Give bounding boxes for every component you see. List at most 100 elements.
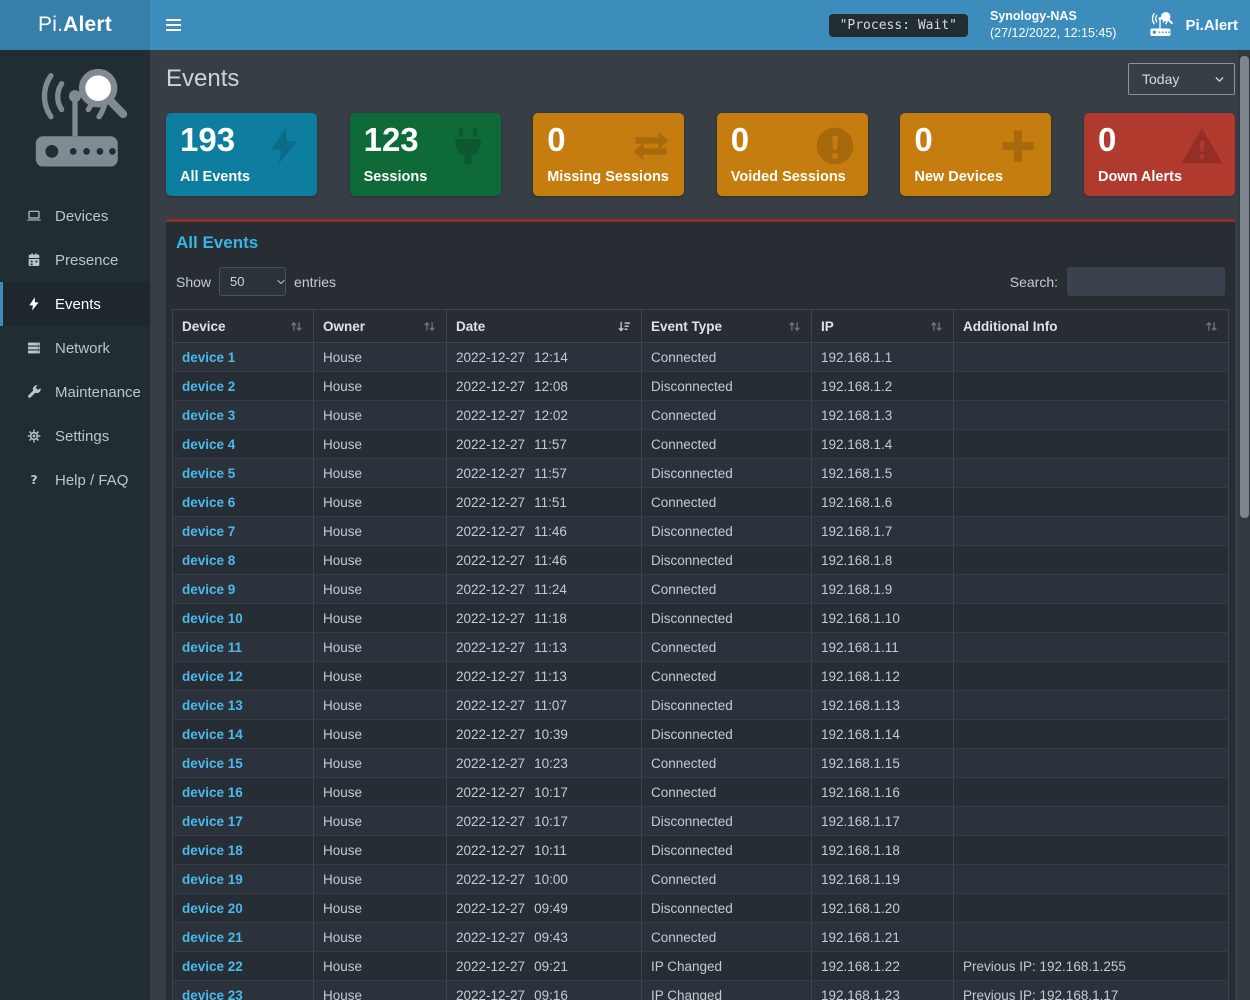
- event-type-cell: IP Changed: [642, 981, 812, 1000]
- sidebar-item-help-faq[interactable]: Help / FAQ: [0, 458, 150, 502]
- stat-cards-row: 193 All Events 123 Sessions 0 Missing Se…: [166, 113, 1235, 196]
- date-cell: 2022-12-27 12:08: [447, 372, 642, 400]
- bolt-icon: [262, 124, 306, 168]
- event-type-cell: Connected: [642, 865, 812, 893]
- search-label: Search:: [1009, 273, 1058, 290]
- event-type-cell: Connected: [642, 430, 812, 458]
- device-link[interactable]: device 5: [182, 465, 236, 481]
- plus-icon: [996, 124, 1040, 168]
- sort-icon[interactable]: [1204, 319, 1219, 334]
- stat-card-new-devices[interactable]: 0 New Devices: [900, 113, 1052, 196]
- device-link[interactable]: device 3: [182, 407, 236, 423]
- sidebar-item-events[interactable]: Events: [0, 282, 150, 326]
- device-link[interactable]: device 17: [182, 813, 243, 829]
- device-link[interactable]: device 19: [182, 871, 243, 887]
- device-link[interactable]: device 14: [182, 726, 243, 742]
- additional-info-cell: [954, 459, 1228, 487]
- device-link[interactable]: device 16: [182, 784, 243, 800]
- sidebar-item-devices[interactable]: Devices: [0, 194, 150, 238]
- device-link[interactable]: device 11: [182, 639, 243, 655]
- ip-cell: 192.168.1.8: [812, 546, 954, 574]
- date-cell: 2022-12-27 10:00: [447, 865, 642, 893]
- owner-cell: House: [314, 546, 447, 574]
- sort-icon[interactable]: [929, 319, 944, 334]
- device-link[interactable]: device 23: [182, 987, 243, 1000]
- owner-cell: House: [314, 836, 447, 864]
- table-row: device 10 House 2022-12-27 11:18 Disconne…: [173, 604, 1228, 633]
- event-type-cell: Disconnected: [642, 546, 812, 574]
- additional-info-cell: [954, 836, 1228, 864]
- owner-cell: House: [314, 459, 447, 487]
- entries-label: entries: [294, 273, 337, 290]
- date-cell: 2022-12-27 10:17: [447, 778, 642, 806]
- column-header-date[interactable]: Date: [447, 310, 642, 343]
- device-link[interactable]: device 21: [182, 929, 243, 945]
- device-link[interactable]: device 4: [182, 436, 236, 452]
- app-logo[interactable]: Pi. Alert: [0, 0, 150, 50]
- search-input[interactable]: [1067, 267, 1225, 296]
- ip-cell: 192.168.1.2: [812, 372, 954, 400]
- additional-info-cell: Previous IP: 192.168.1.255: [963, 958, 1126, 974]
- date-cell: 2022-12-27 09:43: [447, 923, 642, 951]
- sidebar-item-maintenance[interactable]: Maintenance: [0, 370, 150, 414]
- additional-info-cell: [954, 430, 1228, 458]
- device-link[interactable]: device 15: [182, 755, 243, 771]
- device-link[interactable]: device 7: [182, 523, 236, 539]
- period-select[interactable]: Today: [1128, 63, 1235, 95]
- ip-cell: 192.168.1.21: [812, 923, 954, 951]
- device-link[interactable]: device 22: [182, 958, 243, 974]
- logo-suffix: Alert: [63, 13, 112, 36]
- stat-card-voided-sessions[interactable]: 0 Voided Sessions: [716, 113, 868, 196]
- sidebar-item-network[interactable]: Network: [0, 326, 150, 370]
- device-link[interactable]: device 18: [182, 842, 243, 858]
- device-link[interactable]: device 9: [182, 581, 236, 597]
- date-cell: 2022-12-27 11:57: [447, 459, 642, 487]
- event-type-cell: Disconnected: [642, 807, 812, 835]
- owner-cell: House: [314, 981, 447, 1000]
- device-link[interactable]: device 6: [182, 494, 236, 510]
- sidebar-toggle-button[interactable]: [150, 0, 196, 50]
- sort-icon[interactable]: [422, 319, 437, 334]
- date-cell: 2022-12-27 11:07: [447, 691, 642, 719]
- device-link[interactable]: device 2: [182, 378, 236, 394]
- sort-icon[interactable]: [289, 319, 304, 334]
- device-link[interactable]: device 8: [182, 552, 236, 568]
- page-length-select[interactable]: 50: [219, 267, 287, 296]
- table-row: device 4 House 2022-12-27 11:57 Connected…: [173, 430, 1228, 459]
- device-link[interactable]: device 20: [182, 900, 243, 916]
- column-header-device[interactable]: Device: [173, 310, 314, 343]
- owner-cell: House: [314, 749, 447, 777]
- sort-desc-icon[interactable]: [617, 319, 632, 334]
- sidebar-item-presence[interactable]: Presence: [0, 238, 150, 282]
- ip-cell: 192.168.1.3: [812, 401, 954, 429]
- sidebar-item-settings[interactable]: Settings: [0, 414, 150, 458]
- column-header-owner[interactable]: Owner: [314, 310, 447, 343]
- ip-cell: 192.168.1.6: [812, 488, 954, 516]
- column-header-ip[interactable]: IP: [812, 310, 954, 343]
- column-header-event-type[interactable]: Event Type: [642, 310, 812, 343]
- ip-cell: 192.168.1.14: [812, 720, 954, 748]
- date-cell: 2022-12-27 09:49: [447, 894, 642, 922]
- sort-icon[interactable]: [787, 319, 802, 334]
- stat-card-all-events[interactable]: 193 All Events: [166, 113, 317, 196]
- column-header-additional-info[interactable]: Additional Info: [954, 310, 1228, 343]
- stat-card-sessions[interactable]: 123 Sessions: [349, 113, 501, 196]
- table-row: device 21 House 2022-12-27 09:43 Connecte…: [173, 923, 1228, 952]
- owner-cell: House: [314, 720, 447, 748]
- stat-card-down-alerts[interactable]: 0 Down Alerts: [1083, 113, 1235, 196]
- device-link[interactable]: device 12: [182, 668, 243, 684]
- scrollbar-thumb[interactable]: [1240, 56, 1249, 518]
- device-link[interactable]: device 1: [182, 349, 236, 365]
- device-link[interactable]: device 10: [182, 610, 243, 626]
- stat-label: Missing Sessions: [547, 169, 669, 185]
- network-icon: [26, 340, 42, 356]
- stat-label: New Devices: [914, 169, 1004, 185]
- table-row: device 9 House 2022-12-27 11:24 Connected…: [173, 575, 1228, 604]
- stat-card-missing-sessions[interactable]: 0 Missing Sessions: [533, 113, 685, 196]
- scrollbar-track[interactable]: [1238, 50, 1250, 1000]
- device-link[interactable]: device 13: [182, 697, 243, 713]
- ip-cell: 192.168.1.12: [812, 662, 954, 690]
- table-row: device 20 House 2022-12-27 09:49 Disconne…: [173, 894, 1228, 923]
- sidebar-menu: Devices Presence Events Network Maintena…: [0, 194, 150, 502]
- ip-cell: 192.168.1.19: [812, 865, 954, 893]
